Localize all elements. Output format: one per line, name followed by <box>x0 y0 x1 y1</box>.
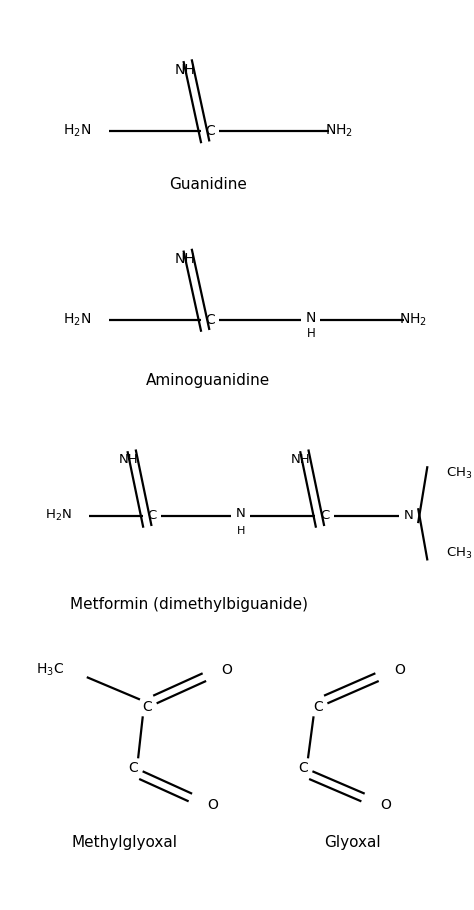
Text: Glyoxal: Glyoxal <box>325 834 381 850</box>
Text: $\mathregular{H_2N}$: $\mathregular{H_2N}$ <box>64 123 91 139</box>
Text: $\mathregular{CH_3}$: $\mathregular{CH_3}$ <box>446 466 473 481</box>
Text: O: O <box>394 662 405 677</box>
Text: $\mathregular{NH_2}$: $\mathregular{NH_2}$ <box>325 123 353 139</box>
Text: $\mathregular{NH_2}$: $\mathregular{NH_2}$ <box>400 311 428 328</box>
Text: N: N <box>236 507 246 521</box>
Text: Methylglyoxal: Methylglyoxal <box>71 834 177 850</box>
Text: C: C <box>313 700 323 714</box>
Text: NH: NH <box>118 453 138 466</box>
Text: H: H <box>306 328 315 340</box>
Text: C: C <box>143 700 152 714</box>
Text: N: N <box>404 510 414 522</box>
Text: Guanidine: Guanidine <box>169 177 247 192</box>
Text: NH: NH <box>174 63 195 76</box>
Text: C: C <box>205 313 215 327</box>
Text: C: C <box>147 510 157 522</box>
Text: O: O <box>380 798 391 812</box>
Text: C: C <box>320 510 329 522</box>
Text: Metformin (dimethylbiguanide): Metformin (dimethylbiguanide) <box>71 597 309 612</box>
Text: O: O <box>221 662 232 677</box>
Text: $\mathregular{H_3C}$: $\mathregular{H_3C}$ <box>36 662 64 678</box>
Text: H: H <box>237 526 245 536</box>
Text: $\mathregular{CH_3}$: $\mathregular{CH_3}$ <box>446 545 473 561</box>
Text: $\mathregular{H_2N}$: $\mathregular{H_2N}$ <box>46 508 72 523</box>
Text: C: C <box>205 124 215 138</box>
Text: NH: NH <box>174 252 195 266</box>
Text: C: C <box>299 761 308 774</box>
Text: C: C <box>128 761 138 774</box>
Text: NH: NH <box>291 453 311 466</box>
Text: O: O <box>207 798 218 812</box>
Text: N: N <box>306 311 316 325</box>
Text: Aminoguanidine: Aminoguanidine <box>146 373 270 388</box>
Text: $\mathregular{H_2N}$: $\mathregular{H_2N}$ <box>64 311 91 328</box>
